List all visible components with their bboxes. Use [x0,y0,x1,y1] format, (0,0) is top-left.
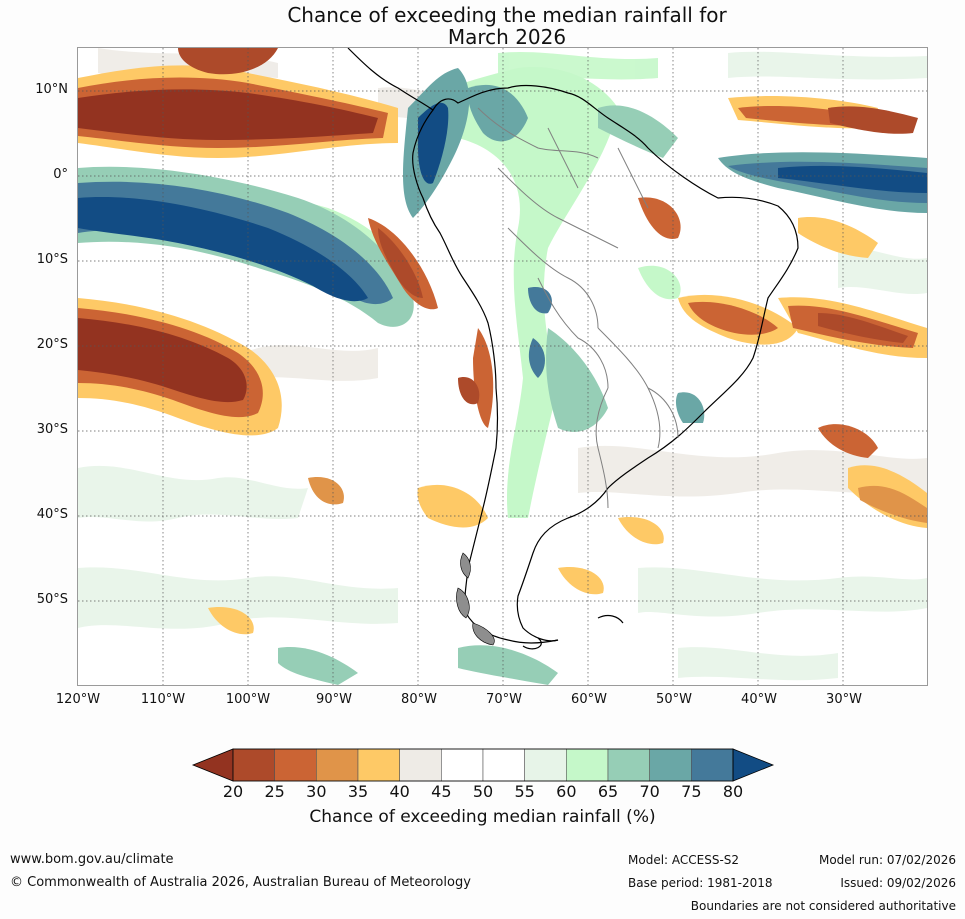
colorbar-tick-label: 60 [556,782,577,801]
lon-label-70w: 70°W [486,692,522,707]
colorbar-box [232,748,275,782]
colorbar-box [691,748,734,782]
lon-label-40w: 40°W [741,692,777,707]
footer-model-run: Model run: 07/02/2026 [818,853,956,867]
colorbar-box [566,748,609,782]
colorbar-tick-label: 75 [681,782,702,801]
colorbar-box [441,748,484,782]
colorbar-box [399,748,442,782]
colorbar-box [357,748,400,782]
colorbar-extend-low [191,748,234,782]
colorbar-tick-label: 80 [722,782,744,801]
country-borders [477,107,679,509]
colorbar-tick-label: 25 [264,782,285,801]
footer-issued: Issued: 09/02/2026 [840,876,956,890]
brown-patches [78,48,927,635]
map-title: Chance of exceeding the median rainfall … [0,4,965,48]
graticule [78,48,927,685]
lat-label-30s: 30°S [36,422,68,437]
colorbar-tick-label: 55 [514,782,535,801]
colorbar-box [649,748,692,782]
colorbar-tick-label: 40 [389,782,410,801]
patagonia-islands [456,552,495,646]
title-line-2: March 2026 [447,25,567,49]
colorbar-box [524,748,567,782]
lon-label-80w: 80°W [401,692,437,707]
colorbar [191,748,775,782]
colorbar-box [316,748,359,782]
lon-label-60w: 60°W [571,692,607,707]
colorbar-tick-label: 45 [431,782,452,801]
colorbar-caption: Chance of exceeding median rainfall (%) [309,807,656,827]
lon-label-110w: 110°W [140,692,186,707]
lat-label-50s: 50°S [36,592,68,607]
lat-label-20s: 20°S [36,337,68,352]
footer-copyright: © Commonwealth of Australia 2026, Austra… [10,875,471,890]
colorbar-tick-label: 20 [222,782,244,801]
lon-label-90w: 90°W [316,692,352,707]
colorbar-tick-label: 35 [347,782,369,801]
colorbar-tick-label: 70 [639,782,660,801]
lat-label-0: 0° [53,167,68,182]
footer-model: Model: ACCESS-S2 [628,853,740,867]
footer-disclaimer: Boundaries are not considered authoritat… [690,899,956,913]
colorbar-frame [232,748,734,782]
footer-url: www.bom.gov.au/climate [10,852,174,867]
title-line-1: Chance of exceeding the median rainfall … [287,3,727,27]
lon-label-30w: 30°W [826,692,862,707]
lat-label-40s: 40°S [36,507,68,522]
blue-patches [78,68,927,378]
colorbar-box [274,748,317,782]
colorbar-box [607,748,650,782]
footer-base-period: Base period: 1981-2018 [628,876,773,890]
lon-label-120w: 120°W [55,692,101,707]
lon-label-50w: 50°W [656,692,692,707]
lat-label-10n: 10°N [35,82,68,97]
rainfall-map [77,47,928,686]
colorbar-extend-high [732,748,775,782]
colorbar-box [482,748,525,782]
colorbar-tick-label: 50 [472,782,494,801]
rainfall-map-canvas [78,48,927,685]
lon-label-100w: 100°W [225,692,271,707]
lat-label-10s: 10°S [36,252,68,267]
colorbar-tick-label: 30 [306,782,327,801]
colorbar-tick-label: 65 [597,782,619,801]
